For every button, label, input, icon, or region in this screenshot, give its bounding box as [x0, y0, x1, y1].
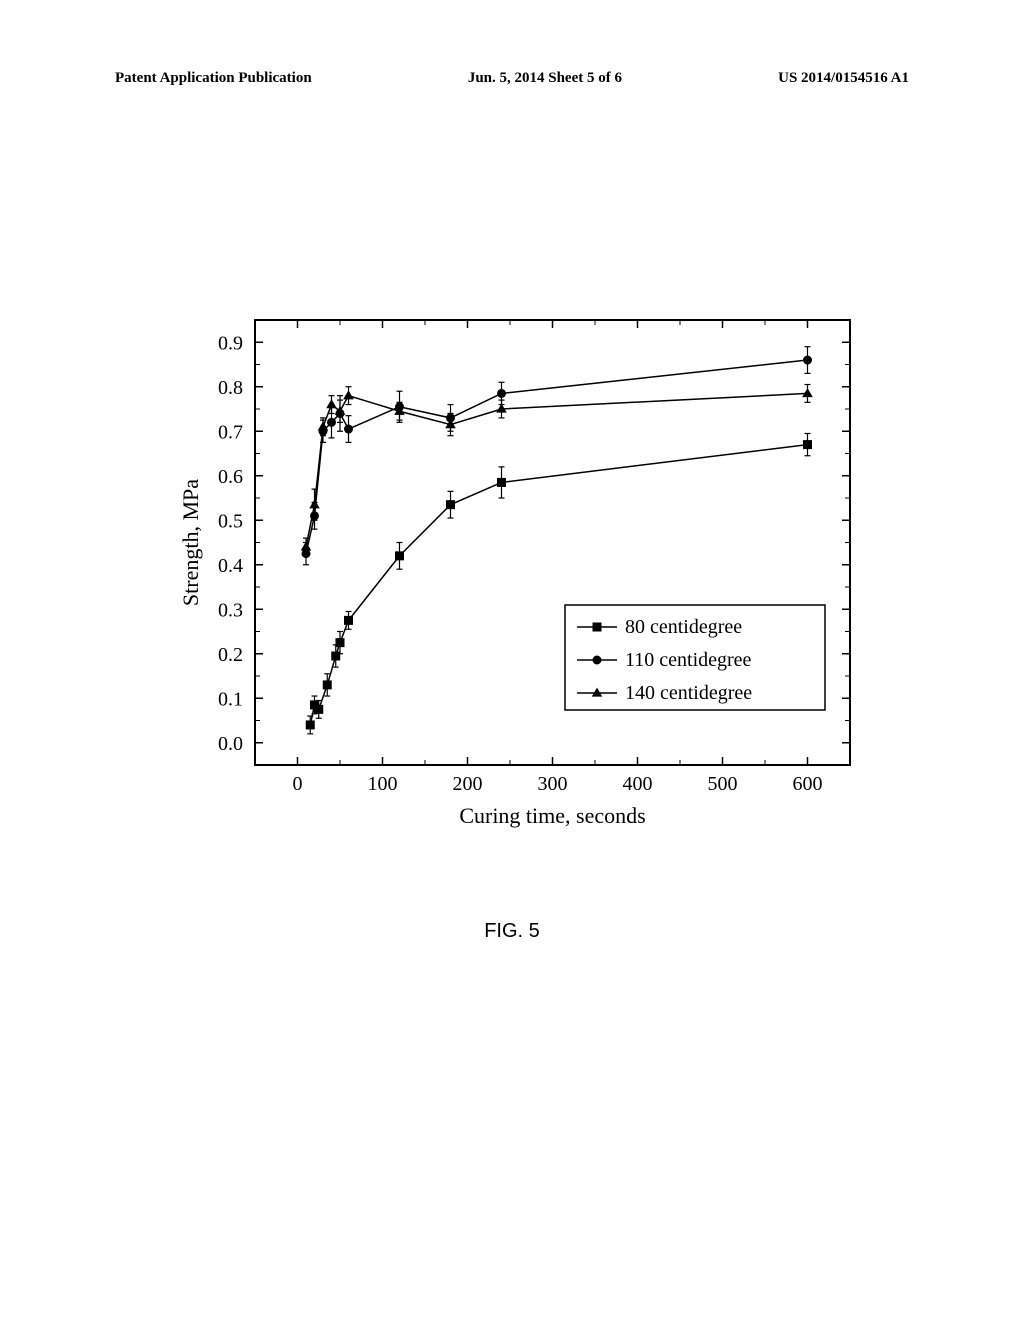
svg-text:0.3: 0.3: [218, 599, 243, 621]
svg-text:600: 600: [793, 773, 823, 795]
svg-text:Curing time, seconds: Curing time, seconds: [459, 803, 645, 828]
svg-text:80 centidegree: 80 centidegree: [625, 616, 742, 638]
svg-text:0.4: 0.4: [218, 555, 243, 577]
svg-text:0: 0: [293, 773, 303, 795]
svg-text:0.6: 0.6: [218, 466, 243, 488]
svg-text:0.0: 0.0: [218, 733, 243, 755]
svg-text:400: 400: [623, 773, 653, 795]
svg-text:0.8: 0.8: [218, 377, 243, 399]
svg-text:0.2: 0.2: [218, 644, 243, 666]
svg-text:Strength, MPa: Strength, MPa: [180, 479, 203, 606]
svg-text:300: 300: [538, 773, 568, 795]
svg-text:0.5: 0.5: [218, 510, 243, 532]
svg-text:0.1: 0.1: [218, 688, 243, 710]
svg-text:140 centidegree: 140 centidegree: [625, 682, 752, 704]
svg-text:500: 500: [708, 773, 738, 795]
svg-text:110 centidegree: 110 centidegree: [625, 649, 752, 671]
strength-vs-curing-time-chart: 0.0 0.1 0.2 0.3 0.4 0.5 0.6 0.7 0.8 0.9 0 100 200 300…: [180, 310, 860, 840]
svg-text:200: 200: [453, 773, 483, 795]
svg-text:100: 100: [368, 773, 398, 795]
header-center: Jun. 5, 2014 Sheet 5 of 6: [468, 70, 622, 87]
patent-header: Patent Application Publication Jun. 5, 2…: [0, 70, 1024, 87]
svg-text:0.9: 0.9: [218, 332, 243, 354]
figure-caption: FIG. 5: [0, 920, 1024, 943]
svg-text:0.7: 0.7: [218, 421, 243, 443]
header-right: US 2014/0154516 A1: [778, 70, 909, 87]
header-left: Patent Application Publication: [115, 70, 312, 87]
